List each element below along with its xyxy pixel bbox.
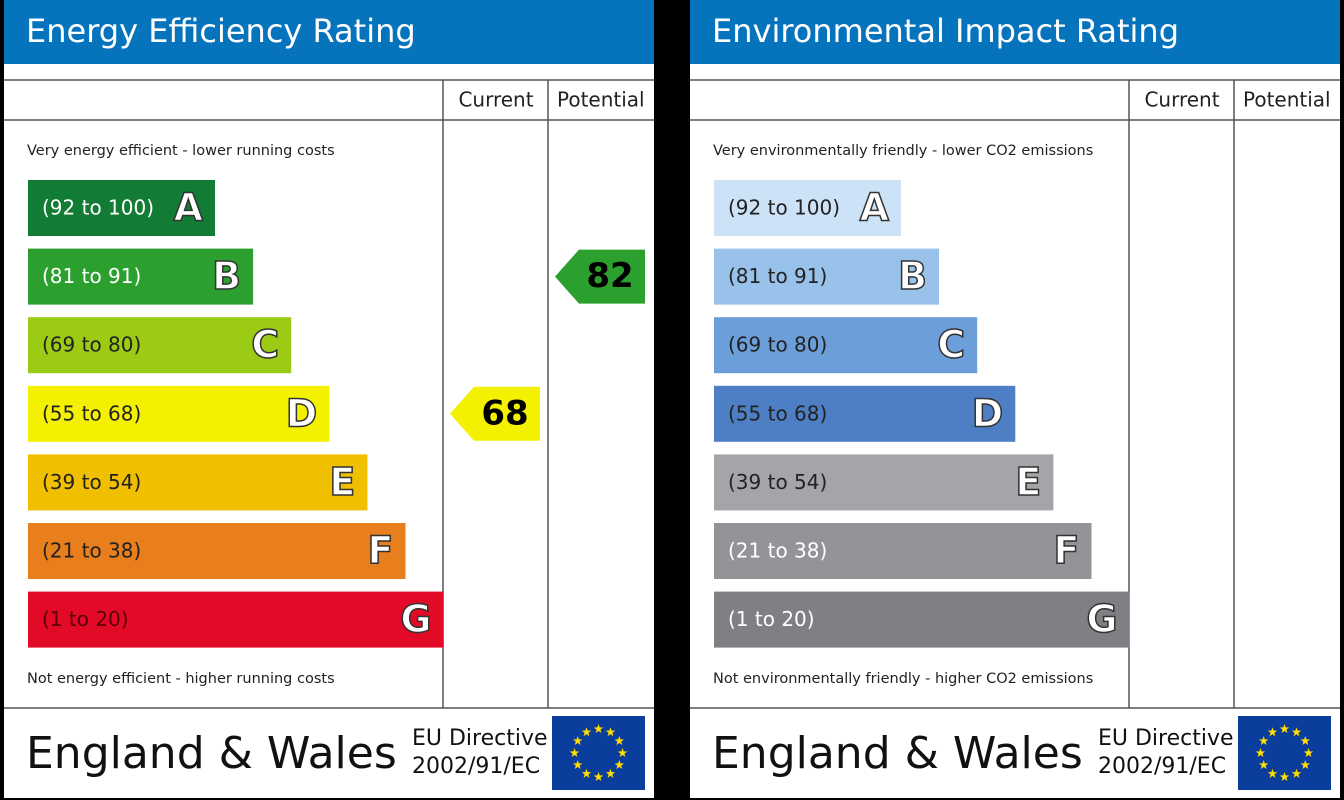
eu-star [1267, 768, 1278, 778]
band-letter: A [860, 186, 890, 230]
eu-star [581, 768, 592, 778]
eu-star [1291, 768, 1302, 778]
eu-star [1255, 748, 1266, 758]
bottom-note: Not energy efficient - higher running co… [27, 671, 335, 687]
footer-directive: 2002/91/EC [412, 754, 540, 779]
current-value: 68 [481, 393, 528, 433]
band-range: (1 to 20) [42, 607, 129, 631]
top-note: Very environmentally friendly - lower CO… [713, 143, 1093, 159]
eu-star [1267, 727, 1278, 737]
band-letter: F [1054, 529, 1080, 573]
panel-title: Energy Efficiency Rating [26, 12, 416, 50]
eu-star [1279, 724, 1290, 734]
eu-star [569, 748, 580, 758]
band-range: (39 to 54) [42, 470, 141, 494]
eu-star [605, 727, 616, 737]
rating-band [714, 385, 1016, 442]
eu-star [614, 760, 625, 770]
band-range: (21 to 38) [42, 539, 141, 563]
environment-panel: Environmental Impact Rating Current Potent… [690, 0, 1340, 798]
band-range: (81 to 91) [728, 264, 827, 288]
top-note: Very energy efficient - lower running co… [27, 143, 335, 159]
panel-title: Environmental Impact Rating [712, 12, 1179, 50]
band-range: (92 to 100) [42, 196, 154, 220]
band-letter: G [1086, 597, 1117, 641]
rating-band [714, 454, 1054, 511]
band-range: (21 to 38) [728, 539, 827, 563]
eu-star [1300, 760, 1311, 770]
header-bar [690, 0, 1340, 64]
rating-band [28, 591, 444, 648]
rating-band [28, 385, 330, 442]
footer-region: England & Wales [712, 728, 1083, 779]
bottom-note: Not environmentally friendly - higher CO… [713, 671, 1093, 687]
potential-arrow [555, 249, 645, 304]
footer-directive: EU Directive [412, 726, 548, 751]
eu-star [572, 760, 583, 770]
rating-band [28, 248, 254, 305]
eu-star [1291, 727, 1302, 737]
band-range: (39 to 54) [728, 470, 827, 494]
rating-band [28, 180, 215, 236]
eu-star [593, 724, 604, 734]
eu-star [617, 748, 628, 758]
rating-band [28, 523, 406, 579]
band-letter: A [174, 186, 204, 230]
rating-band [714, 180, 901, 236]
eu-star [1300, 736, 1311, 746]
column-header: Potential [557, 88, 645, 112]
band-range: (81 to 91) [42, 264, 141, 288]
rating-band [714, 248, 940, 305]
band-range: (55 to 68) [728, 401, 827, 425]
rating-band [714, 523, 1092, 579]
eu-star [593, 772, 604, 782]
rating-band [28, 317, 292, 374]
eu-star [614, 736, 625, 746]
footer-directive: 2002/91/EC [1098, 754, 1226, 779]
band-letter: C [937, 323, 965, 367]
band-range: (69 to 80) [42, 333, 141, 357]
rating-band [714, 591, 1130, 648]
band-letter: C [251, 323, 279, 367]
band-letter: D [286, 391, 318, 435]
footer-region: England & Wales [26, 728, 397, 779]
eu-star [572, 736, 583, 746]
band-range: (69 to 80) [728, 333, 827, 357]
band-range: (92 to 100) [728, 196, 840, 220]
eu-star [1279, 772, 1290, 782]
rating-band [714, 317, 978, 374]
header-bar [4, 0, 654, 64]
band-letter: D [972, 391, 1004, 435]
column-header: Current [458, 88, 533, 112]
eu-star [1258, 736, 1269, 746]
rating-band [28, 454, 368, 511]
current-arrow [450, 386, 540, 441]
potential-value: 82 [586, 256, 633, 296]
band-letter: F [368, 529, 394, 573]
band-letter: E [329, 460, 355, 504]
footer-directive: EU Directive [1098, 726, 1234, 751]
band-range: (55 to 68) [42, 401, 141, 425]
eu-star [1303, 748, 1314, 758]
band-letter: B [898, 254, 927, 298]
band-range: (1 to 20) [728, 607, 815, 631]
column-header: Potential [1243, 88, 1331, 112]
eu-star [1258, 760, 1269, 770]
eu-star [581, 727, 592, 737]
energy-panel: Energy Efficiency Rating Current Potential… [4, 0, 654, 798]
band-letter: B [212, 254, 241, 298]
column-header: Current [1144, 88, 1219, 112]
band-letter: G [400, 597, 431, 641]
band-letter: E [1015, 460, 1041, 504]
eu-star [605, 768, 616, 778]
